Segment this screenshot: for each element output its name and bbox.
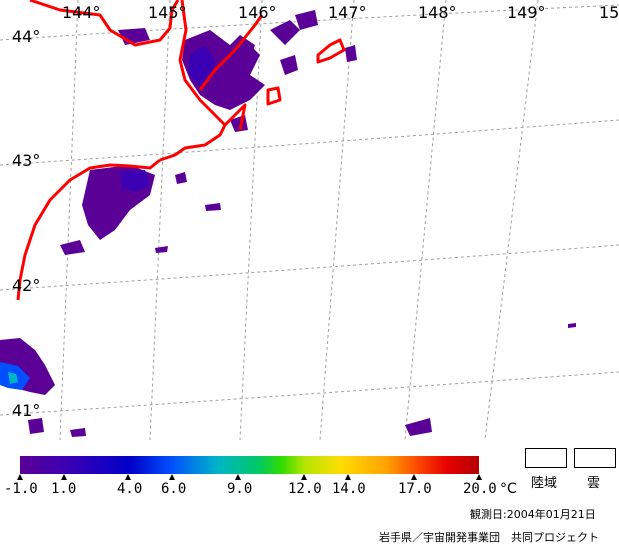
coast-south (16, 158, 161, 301)
tick-label: 20.0 (463, 481, 497, 497)
lon-line-146 (239, 0, 263, 440)
lon-label-150: 15 (599, 3, 619, 22)
lat-label-42: 42° (12, 276, 41, 295)
lon-label-148: 148° (418, 3, 457, 22)
graticule (0, 0, 619, 440)
sst-patch (188, 45, 215, 85)
coast-island-shikotan (266, 86, 282, 106)
lon-label-147: 147° (328, 3, 367, 22)
tick-label: 1.0 (51, 481, 77, 497)
tick-label: 6.0 (161, 481, 187, 497)
lat-line-43 (0, 119, 619, 166)
lat-line-42 (0, 244, 619, 291)
cloud-legend-label: 雲 (587, 476, 601, 491)
coast-island-etorofu (316, 38, 346, 64)
coast-island (223, 103, 247, 131)
coast-shiretoko-east (198, 14, 264, 91)
tick-label: 14.0 (332, 481, 366, 497)
sst-patch (205, 203, 221, 211)
land-legend-label: 陸域 (531, 476, 558, 491)
sst-patch (120, 170, 150, 192)
coastline (16, 0, 346, 301)
land-swatch (525, 448, 567, 468)
unit-label: °C (500, 481, 517, 497)
sst-patch (225, 35, 255, 60)
cloud-swatch (574, 448, 616, 468)
credit-text: 岩手県／宇宙開発事業団 共同プロジェクト (379, 531, 599, 544)
lat-label-41: 41° (12, 401, 41, 420)
sst-patch (28, 418, 44, 434)
lat-label-43: 43° (12, 151, 41, 170)
lon-line-144 (59, 0, 79, 440)
lon-label-149: 149° (507, 3, 546, 22)
sst-patch (70, 428, 86, 437)
colorbar-ticks (17, 474, 482, 480)
lon-line-147 (319, 0, 355, 440)
sst-patch (270, 20, 300, 45)
sst-patches (0, 10, 576, 437)
lon-label-145: 145° (148, 3, 187, 22)
tick-label: 9.0 (227, 481, 253, 497)
sst-patch (405, 418, 432, 436)
sst-patch (175, 172, 187, 184)
sst-patch (568, 323, 576, 328)
lon-label-146: 146° (238, 3, 277, 22)
lon-line-145 (149, 0, 171, 440)
sst-patch (155, 246, 168, 253)
tick-label: 12.0 (288, 481, 322, 497)
sst-patch (8, 372, 18, 384)
coast-north (29, 0, 180, 47)
tick-label: -1.0 (4, 481, 38, 497)
tick-label: 17.0 (398, 481, 432, 497)
observation-date: 観測日:2004年01月21日 (470, 508, 596, 521)
sst-patch (280, 55, 298, 75)
lat-line-41 (0, 371, 619, 416)
coast-shiretoko (159, 0, 227, 162)
temperature-colorbar (20, 456, 479, 474)
sst-patch (295, 10, 318, 30)
lat-label-44: 44° (12, 27, 41, 46)
lon-line-148 (404, 0, 447, 440)
lat-line-44 (0, 4, 619, 41)
sst-patch (345, 45, 357, 62)
lon-label-144: 144° (62, 3, 101, 22)
tick-label: 4.0 (117, 481, 143, 497)
sst-patch (60, 240, 85, 255)
sst-map (0, 0, 619, 440)
lon-line-149 (484, 0, 539, 440)
